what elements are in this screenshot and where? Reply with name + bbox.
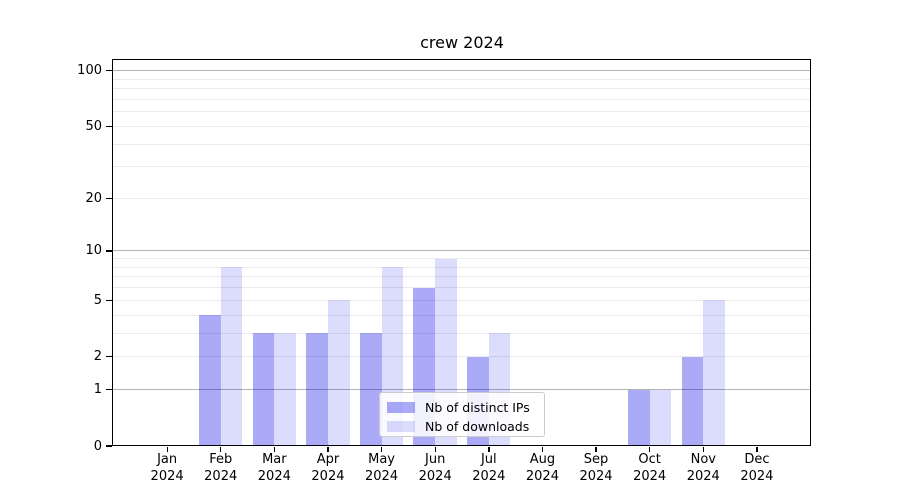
legend: Nb of distinct IPs Nb of downloads: [379, 392, 545, 437]
x-tick-mark: [488, 446, 490, 452]
gridline-minor: [113, 314, 811, 316]
y-tick-label: 10: [85, 243, 102, 259]
y-tick-label: 20: [85, 190, 102, 206]
bar-distinct-ips-apr: [306, 333, 328, 446]
x-tick-mark: [220, 446, 222, 452]
gridline-minor: [113, 258, 811, 260]
gridline-minor: [113, 266, 811, 268]
bar-downloads-feb: [220, 267, 243, 446]
gridline-minor: [113, 98, 811, 100]
x-tick-label-dec: Dec 2024: [740, 452, 774, 484]
legend-swatch-distinct-ips: [387, 402, 415, 413]
x-tick-label-feb: Feb 2024: [204, 452, 238, 484]
bar-downloads-apr: [327, 300, 350, 446]
gridline-minor: [113, 143, 811, 145]
bar-downloads-nov: [703, 300, 725, 446]
y-tick-mark: [106, 125, 112, 127]
x-tick-mark: [166, 446, 168, 452]
x-tick-label-mar: Mar 2024: [257, 452, 291, 484]
bar-distinct-ips-mar: [252, 333, 275, 446]
x-tick-label-oct: Oct 2024: [633, 452, 667, 484]
gridline-minor: [113, 299, 811, 301]
x-tick-label-nov: Nov 2024: [686, 452, 720, 484]
gridline-minor: [113, 276, 811, 278]
x-tick-mark: [541, 446, 544, 452]
y-tick-label: 5: [93, 292, 102, 308]
gridline-minor: [113, 197, 811, 199]
y-tick-mark: [106, 299, 112, 301]
y-tick-label: 1: [93, 382, 102, 398]
x-tick-label-may: May 2024: [365, 452, 399, 484]
x-tick-mark: [649, 446, 651, 452]
gridline-minor: [113, 88, 811, 90]
x-tick-label-jun: Jun 2024: [418, 452, 452, 484]
x-tick-mark: [273, 446, 276, 452]
legend-item-downloads: Nb of downloads: [387, 417, 537, 436]
gridline-minor: [113, 287, 811, 289]
x-tick-label-jan: Jan 2024: [150, 452, 184, 484]
y-tick-mark: [106, 70, 112, 72]
y-tick-mark: [106, 389, 112, 391]
x-tick-label-sep: Sep 2024: [579, 452, 613, 484]
x-tick-mark: [702, 446, 704, 452]
y-tick-label: 2: [93, 349, 102, 365]
gridline-major: [113, 250, 811, 252]
bar-downloads-oct: [649, 389, 672, 446]
gridline-minor: [113, 166, 811, 168]
x-tick-label-apr: Apr 2024: [311, 452, 345, 484]
y-tick-mark: [106, 445, 112, 447]
bar-distinct-ips-feb: [199, 315, 221, 446]
x-tick-mark: [380, 446, 383, 452]
bar-distinct-ips-may: [359, 333, 382, 446]
x-tick-mark: [595, 446, 597, 452]
gridline-minor: [113, 125, 811, 127]
gridline-minor: [113, 111, 811, 113]
bar-downloads-mar: [274, 333, 297, 446]
gridline-major: [113, 389, 811, 391]
x-tick-mark: [434, 446, 436, 452]
y-tick-mark: [106, 197, 112, 200]
gridline-minor: [113, 332, 811, 334]
plot-area: Nb of distinct IPs Nb of downloads: [113, 60, 811, 446]
legend-label-distinct-ips: Nb of distinct IPs: [425, 400, 530, 415]
x-tick-label-aug: Aug 2024: [525, 452, 559, 484]
legend-item-distinct-ips: Nb of distinct IPs: [387, 398, 537, 417]
bar-distinct-ips-oct: [627, 389, 650, 446]
gridline-minor: [113, 78, 811, 80]
x-tick-mark: [756, 446, 758, 452]
y-tick-label: 0: [93, 438, 102, 454]
gridline-major: [113, 70, 811, 72]
gridline-minor: [113, 356, 811, 358]
legend-swatch-downloads: [387, 421, 415, 432]
y-tick-mark: [106, 356, 112, 358]
chart-title: crew 2024: [420, 33, 504, 52]
x-tick-label-jul: Jul 2024: [472, 452, 506, 484]
x-tick-mark: [327, 446, 329, 452]
y-tick-label: 100: [77, 63, 102, 79]
y-tick-mark: [106, 250, 112, 252]
y-tick-label: 50: [85, 118, 102, 134]
legend-label-downloads: Nb of downloads: [425, 419, 530, 434]
bar-distinct-ips-nov: [681, 356, 704, 446]
